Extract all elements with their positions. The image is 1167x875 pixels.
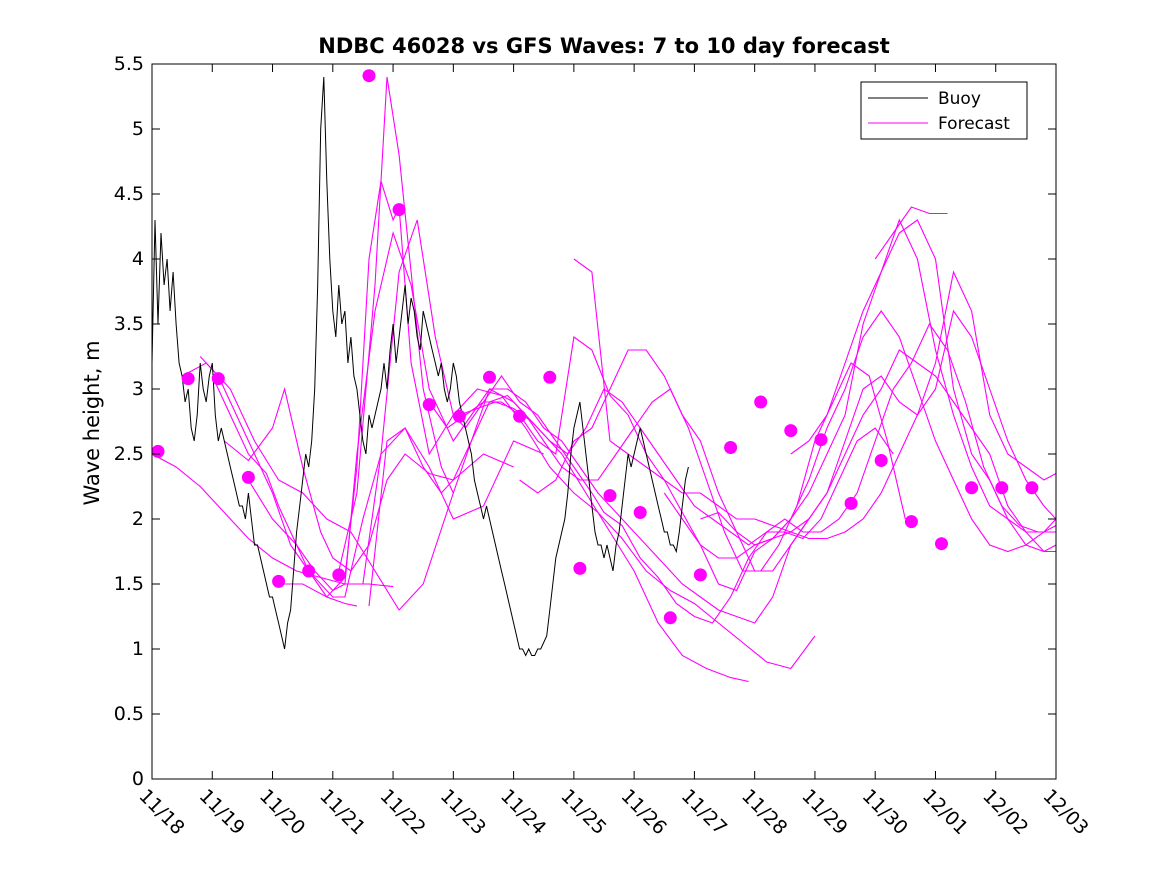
y-tick-label: 4 [132,248,144,270]
forecast-marker-2 [181,372,195,386]
y-tick-label: 1.5 [114,573,144,595]
chart-title: NDBC 46028 vs GFS Waves: 7 to 10 day for… [318,34,889,58]
y-tick-label: 3 [132,378,144,400]
y-tick-label: 3.5 [114,313,144,335]
forecast-marker-24 [844,496,858,510]
y-tick-label: 4.5 [114,183,144,205]
forecast-line-13 [519,349,1056,572]
forecast-marker-30 [1025,481,1039,495]
forecast-line-14 [573,258,1057,540]
forecast-marker-6 [302,564,316,578]
forecast-line-7 [278,180,816,670]
forecast-marker-28 [965,481,979,495]
buoy-line-group [151,76,689,657]
forecast-markers [151,69,1039,625]
forecast-marker-27 [935,537,948,551]
forecast-line-11 [428,270,1057,592]
forecast-line-18 [874,206,948,260]
forecast-marker-4 [241,470,255,484]
forecast-line-8 [338,76,810,624]
forecast-marker-25 [874,454,888,467]
forecast-marker-14 [543,370,557,384]
forecast-marker-7 [332,568,346,582]
legend-buoy-label: Buoy [938,89,981,109]
forecast-marker-12 [483,370,496,384]
forecast-marker-18 [663,611,677,625]
y-axis: 0 0.5 1 1.5 2 2.5 3 3.5 4 4.5 5 5.5 [114,53,1056,790]
forecast-marker-26 [904,515,918,529]
forecast-marker-15 [573,561,587,575]
forecast-marker-20 [724,441,738,454]
y-axis-label: Wave height, m [80,340,104,505]
forecast-marker-29 [995,481,1009,495]
forecast-line-15 [663,310,1057,559]
forecast-line-12 [459,322,1056,546]
plot-background [152,64,1056,779]
forecast-marker-8 [362,69,376,83]
y-tick-label: 1 [132,638,144,660]
legend-box [860,81,1028,140]
y-tick-label: 2.5 [114,443,144,465]
forecast-marker-9 [392,203,406,217]
legend: Buoy Forecast [860,81,1028,140]
forecast-line-3 [199,356,358,607]
forecast-marker-23 [814,433,828,447]
plot-area: 11/18 11/19 11/20 11/21 11/22 11/23 11/24 11/25… [114,53,1093,839]
forecast-marker-3 [211,372,225,386]
forecast-line-2 [181,362,454,611]
y-tick-label: 5 [132,118,144,140]
forecast-marker-5 [272,574,286,588]
buoy-line [151,76,689,657]
forecast-line-17 [790,219,1057,553]
forecast-marker-1 [151,444,165,458]
forecast-line-1 [151,453,394,588]
y-tick-label: 2 [132,508,144,530]
forecast-line-5 [223,386,514,572]
legend-forecast-label: Forecast [938,114,1010,134]
forecast-marker-22 [784,424,798,438]
y-tick-label: 5.5 [114,53,144,75]
forecast-marker-11 [452,409,466,423]
forecast-line-4 [211,375,544,598]
forecast-marker-17 [633,506,647,519]
forecast-marker-19 [693,568,707,582]
y-tick-label: 0.5 [114,703,144,725]
forecast-marker-10 [422,398,436,412]
forecast-marker-13 [513,409,527,423]
plot-border [151,63,1057,780]
forecast-marker-21 [754,395,768,409]
forecast-marker-16 [603,489,617,503]
y-tick-label: 0 [132,768,144,790]
